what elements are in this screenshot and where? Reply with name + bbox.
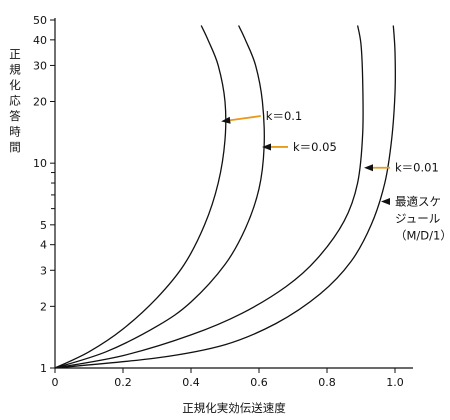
x-ticks: 0 0.2 0.4 0.6 0.8 1.0 <box>52 368 404 389</box>
x-tick-label: 0.8 <box>318 376 336 389</box>
y-axis-title: 正規化応答時間 <box>9 47 21 154</box>
annotation-2: k＝0.05 <box>262 140 337 154</box>
y-tick-label: 30 <box>33 59 47 72</box>
x-tick-label: 0.6 <box>250 376 268 389</box>
annotation-label-line: ジュール <box>395 211 440 225</box>
x-axis-title: 正規化実効伝送速度 <box>182 401 286 415</box>
series-curve-1 <box>54 25 227 369</box>
annotation-arrow-head <box>381 198 390 205</box>
annotation-arrow-head <box>221 116 231 124</box>
annotation-arrow-head <box>262 143 271 151</box>
annotation-label: k＝0.01 <box>395 161 439 175</box>
x-tick-label: 1.0 <box>386 376 404 389</box>
y-tick-label: 40 <box>33 34 47 47</box>
annotation-3: k＝0.01 <box>364 161 439 175</box>
y-tick-label: 20 <box>33 96 47 109</box>
y-ticks: 1 2 3 4 5 10 20 30 40 50 <box>33 14 55 375</box>
y-tick-label: 5 <box>40 219 47 232</box>
annotation-arrow-shaft <box>230 115 261 122</box>
y-tick-label: 50 <box>33 14 47 27</box>
series-curve-2 <box>54 25 265 369</box>
series-curve-4 <box>54 25 396 369</box>
series-curve-3 <box>54 25 364 369</box>
x-tick-label: 0.4 <box>182 376 200 389</box>
y-tick-label: 2 <box>40 300 47 313</box>
y-tick-label: 4 <box>40 239 47 252</box>
annotation-label-line: 最適スケ <box>395 194 441 208</box>
x-tick-label: 0.2 <box>114 376 132 389</box>
x-tick-label: 0 <box>52 376 59 389</box>
annotation-1: k＝0.1 <box>221 109 302 124</box>
series-curves <box>54 25 396 369</box>
annotation-arrow-head <box>364 164 373 172</box>
y-tick-label: 3 <box>40 264 47 277</box>
annotation-label: k＝0.1 <box>266 109 302 123</box>
annotation-label-line: （M/D/1） <box>395 228 450 242</box>
y-tick-label: 10 <box>33 157 47 170</box>
y-tick-label: 1 <box>40 362 47 375</box>
annotation-label: k＝0.05 <box>293 140 337 154</box>
